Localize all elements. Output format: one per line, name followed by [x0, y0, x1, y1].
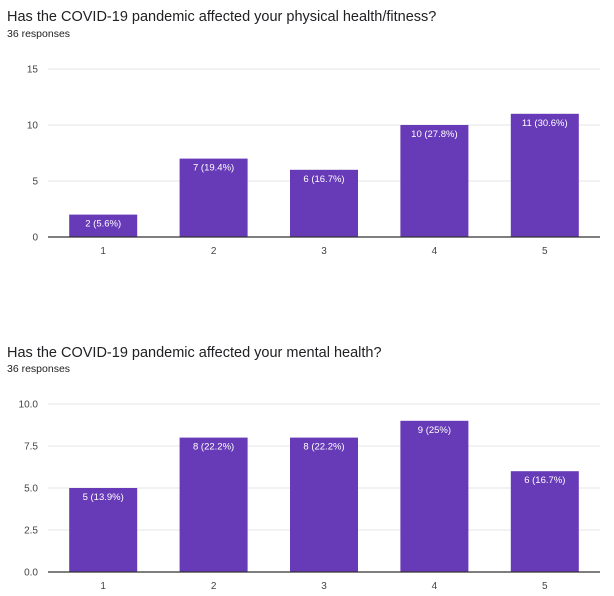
x-tick-label: 3 — [321, 246, 327, 257]
data-label: 10 (27.8%) — [411, 129, 457, 140]
data-label: 6 (16.7%) — [303, 174, 344, 185]
data-label: 5 (13.9%) — [83, 492, 124, 503]
y-tick-label: 7.5 — [24, 442, 38, 453]
y-tick-label: 10 — [27, 121, 39, 132]
chart-block-physical: Has the COVID-19 pandemic affected your … — [0, 0, 614, 270]
bar-chart-mental: 0.0 2.5 5.0 7.5 10.0 5 (13.9%) 1 8 (22.2%) 2 8 (2… — [19, 400, 600, 592]
x-tick-label: 3 — [321, 581, 327, 592]
bar — [510, 113, 579, 237]
y-tick-label: 5 — [32, 177, 38, 188]
y-tick-label: 15 — [27, 65, 39, 76]
response-count: 36 responses — [7, 28, 71, 40]
bar — [510, 471, 579, 572]
y-tick-label: 0.0 — [24, 568, 38, 579]
x-tick-label: 2 — [211, 581, 217, 592]
chart-title: Has the COVID-19 pandemic affected your … — [7, 9, 437, 25]
bar — [400, 125, 469, 237]
bar — [400, 420, 469, 572]
data-label: 7 (19.4%) — [193, 163, 234, 174]
data-label: 6 (16.7%) — [524, 475, 565, 486]
x-tick-label: 4 — [432, 581, 438, 592]
y-tick-label: 2.5 — [24, 526, 38, 537]
bar — [69, 214, 138, 237]
x-tick-label: 1 — [100, 246, 106, 257]
y-tick-label: 5.0 — [24, 484, 38, 495]
bar-chart-physical: 0 5 10 15 2 (5.6%) 1 7 (19.4%) 2 6 (16.7%) 3 10 (2… — [27, 65, 600, 257]
x-tick-label: 5 — [542, 246, 548, 257]
data-label: 11 (30.6%) — [522, 118, 568, 129]
bar — [290, 437, 358, 572]
x-tick-label: 4 — [432, 246, 438, 257]
chart-title: Has the COVID-19 pandemic affected your … — [7, 345, 382, 361]
bar — [69, 488, 138, 572]
bar — [179, 437, 248, 572]
data-label: 9 (25%) — [418, 425, 451, 436]
y-tick-label: 10.0 — [19, 400, 39, 411]
data-label: 8 (22.2%) — [193, 442, 234, 453]
response-count: 36 responses — [7, 363, 71, 375]
x-tick-label: 1 — [100, 581, 106, 592]
data-label: 2 (5.6%) — [85, 219, 121, 230]
x-tick-label: 5 — [542, 581, 548, 592]
y-tick-label: 0 — [32, 233, 38, 244]
chart-block-mental: Has the COVID-19 pandemic affected your … — [0, 336, 614, 596]
bar — [290, 169, 358, 237]
x-tick-label: 2 — [211, 246, 217, 257]
bar — [179, 158, 248, 237]
data-label: 8 (22.2%) — [303, 442, 344, 453]
